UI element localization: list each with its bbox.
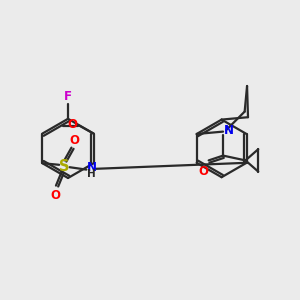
Text: O: O — [199, 165, 209, 178]
Text: O: O — [69, 134, 80, 147]
Text: O: O — [68, 118, 78, 131]
Text: O: O — [50, 189, 60, 202]
Text: N: N — [224, 124, 234, 136]
Text: N: N — [87, 161, 97, 174]
Text: H: H — [87, 169, 95, 179]
Text: F: F — [64, 90, 72, 103]
Text: S: S — [59, 159, 69, 174]
